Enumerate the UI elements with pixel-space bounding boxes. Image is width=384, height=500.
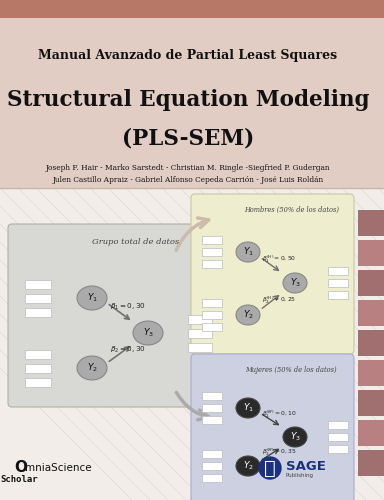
Bar — [358, 330, 384, 356]
Bar — [202, 450, 222, 458]
Bar — [25, 294, 51, 302]
Text: Grupo total de datos: Grupo total de datos — [93, 238, 180, 246]
Text: Hombres (50% de los datos): Hombres (50% de los datos) — [243, 206, 339, 214]
Text: $\beta_1 = 0,30$: $\beta_1 = 0,30$ — [110, 302, 146, 312]
Bar — [202, 392, 222, 400]
Text: $Y_2$: $Y_2$ — [243, 308, 253, 322]
Text: $Y_1$: $Y_1$ — [243, 402, 253, 414]
Bar — [358, 270, 384, 296]
Bar — [328, 433, 348, 441]
Bar — [25, 308, 51, 316]
Ellipse shape — [283, 427, 307, 447]
Bar — [358, 420, 384, 446]
Circle shape — [259, 457, 281, 479]
FancyBboxPatch shape — [191, 354, 354, 500]
Bar — [328, 279, 348, 287]
Ellipse shape — [236, 305, 260, 325]
Bar — [188, 314, 212, 324]
Text: $\beta_2 = 0,30$: $\beta_2 = 0,30$ — [110, 345, 146, 355]
Bar — [202, 404, 222, 412]
Text: $Y_3$: $Y_3$ — [290, 277, 301, 289]
Bar — [358, 390, 384, 416]
Ellipse shape — [133, 321, 163, 345]
Text: Mujeres (50% de los datos): Mujeres (50% de los datos) — [245, 366, 337, 374]
Bar — [202, 416, 222, 424]
Text: Publishing: Publishing — [286, 472, 314, 478]
Bar — [202, 311, 222, 319]
Text: $\beta_2^{(H)}= 0,25$: $\beta_2^{(H)}= 0,25$ — [262, 294, 296, 306]
Text: $Y_3$: $Y_3$ — [290, 430, 301, 443]
Bar — [358, 210, 384, 236]
Text: (PLS-SEM): (PLS-SEM) — [122, 127, 254, 149]
Text: Ⓢ: Ⓢ — [264, 458, 276, 477]
Bar — [202, 462, 222, 470]
Bar — [202, 248, 222, 256]
Bar — [202, 260, 222, 268]
Bar — [25, 364, 51, 372]
Ellipse shape — [236, 398, 260, 418]
Bar — [0, 18, 384, 188]
Ellipse shape — [77, 286, 107, 310]
Ellipse shape — [236, 242, 260, 262]
Ellipse shape — [283, 273, 307, 293]
Text: O: O — [14, 460, 27, 475]
Text: Joseph F. Hair - Marko Sarstedt - Christian M. Ringle -Siegfried P. Gudergan: Joseph F. Hair - Marko Sarstedt - Christ… — [46, 164, 330, 172]
Bar — [328, 267, 348, 275]
FancyBboxPatch shape — [8, 224, 216, 407]
Text: Structural Equation Modeling: Structural Equation Modeling — [7, 89, 369, 111]
Bar — [0, 188, 384, 500]
Bar — [358, 360, 384, 386]
Bar — [202, 236, 222, 244]
Bar — [358, 450, 384, 476]
Bar — [25, 378, 51, 386]
FancyBboxPatch shape — [191, 194, 354, 354]
Bar — [328, 445, 348, 453]
Bar — [0, 0, 384, 18]
Text: $\beta_1^{(M)} = 0,10$: $\beta_1^{(M)} = 0,10$ — [262, 408, 297, 420]
Text: mniaScience: mniaScience — [25, 463, 92, 473]
Bar — [202, 299, 222, 307]
Text: Manual Avanzado de Partial Least Squares: Manual Avanzado de Partial Least Squares — [38, 48, 338, 62]
Text: $Y_2$: $Y_2$ — [243, 460, 253, 472]
Bar — [328, 291, 348, 299]
Bar — [188, 328, 212, 338]
Bar — [202, 323, 222, 331]
Text: $Y_1$: $Y_1$ — [243, 246, 253, 258]
Text: $Y_2$: $Y_2$ — [86, 362, 98, 374]
Text: SAGE: SAGE — [286, 460, 326, 472]
Text: $Y_3$: $Y_3$ — [142, 327, 154, 339]
Ellipse shape — [77, 356, 107, 380]
Bar — [358, 300, 384, 326]
Text: $\beta_2^{(M)} = 0,35$: $\beta_2^{(M)} = 0,35$ — [262, 446, 297, 458]
Bar — [202, 474, 222, 482]
Text: Scholar: Scholar — [0, 474, 38, 484]
Bar — [25, 280, 51, 288]
Ellipse shape — [236, 456, 260, 476]
Bar — [188, 342, 212, 351]
Bar — [25, 350, 51, 358]
Text: Julen Castillo Apraiz - Gabriel Alfonso Cepeda Carrión - José Luis Roldán: Julen Castillo Apraiz - Gabriel Alfonso … — [53, 176, 324, 184]
Bar — [328, 421, 348, 429]
Bar — [358, 240, 384, 266]
Text: $Y_1$: $Y_1$ — [86, 292, 98, 304]
Text: $\beta_1^{(H)}= 0,50$: $\beta_1^{(H)}= 0,50$ — [262, 254, 296, 264]
